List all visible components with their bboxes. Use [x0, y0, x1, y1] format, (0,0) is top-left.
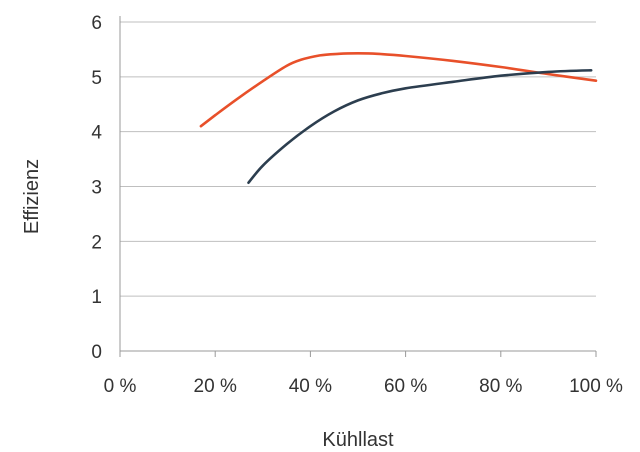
y-tick-label: 6	[91, 13, 102, 34]
y-tick-label: 3	[91, 178, 102, 199]
y-tick-label: 5	[91, 68, 102, 89]
y-axis-title: Effizienz	[21, 159, 43, 234]
x-axis-title: Kühllast	[322, 429, 394, 451]
series-line-1	[199, 52, 598, 128]
x-tick-label: 80 %	[479, 376, 522, 397]
x-tick-label: 20 %	[194, 376, 237, 397]
x-tick-label: 0 %	[104, 376, 137, 397]
series-line-2	[247, 69, 593, 184]
gridlines	[120, 21, 596, 297]
x-tick-label: 40 %	[289, 376, 332, 397]
y-tick-label: 1	[91, 287, 102, 308]
series-lines	[199, 52, 598, 184]
y-tick-label: 2	[91, 232, 102, 253]
axes	[119, 16, 597, 357]
y-tick-label: 4	[91, 123, 102, 144]
y-tick-label: 0	[91, 342, 102, 363]
x-tick-label: 100 %	[569, 376, 623, 397]
x-tick-label: 60 %	[384, 376, 427, 397]
